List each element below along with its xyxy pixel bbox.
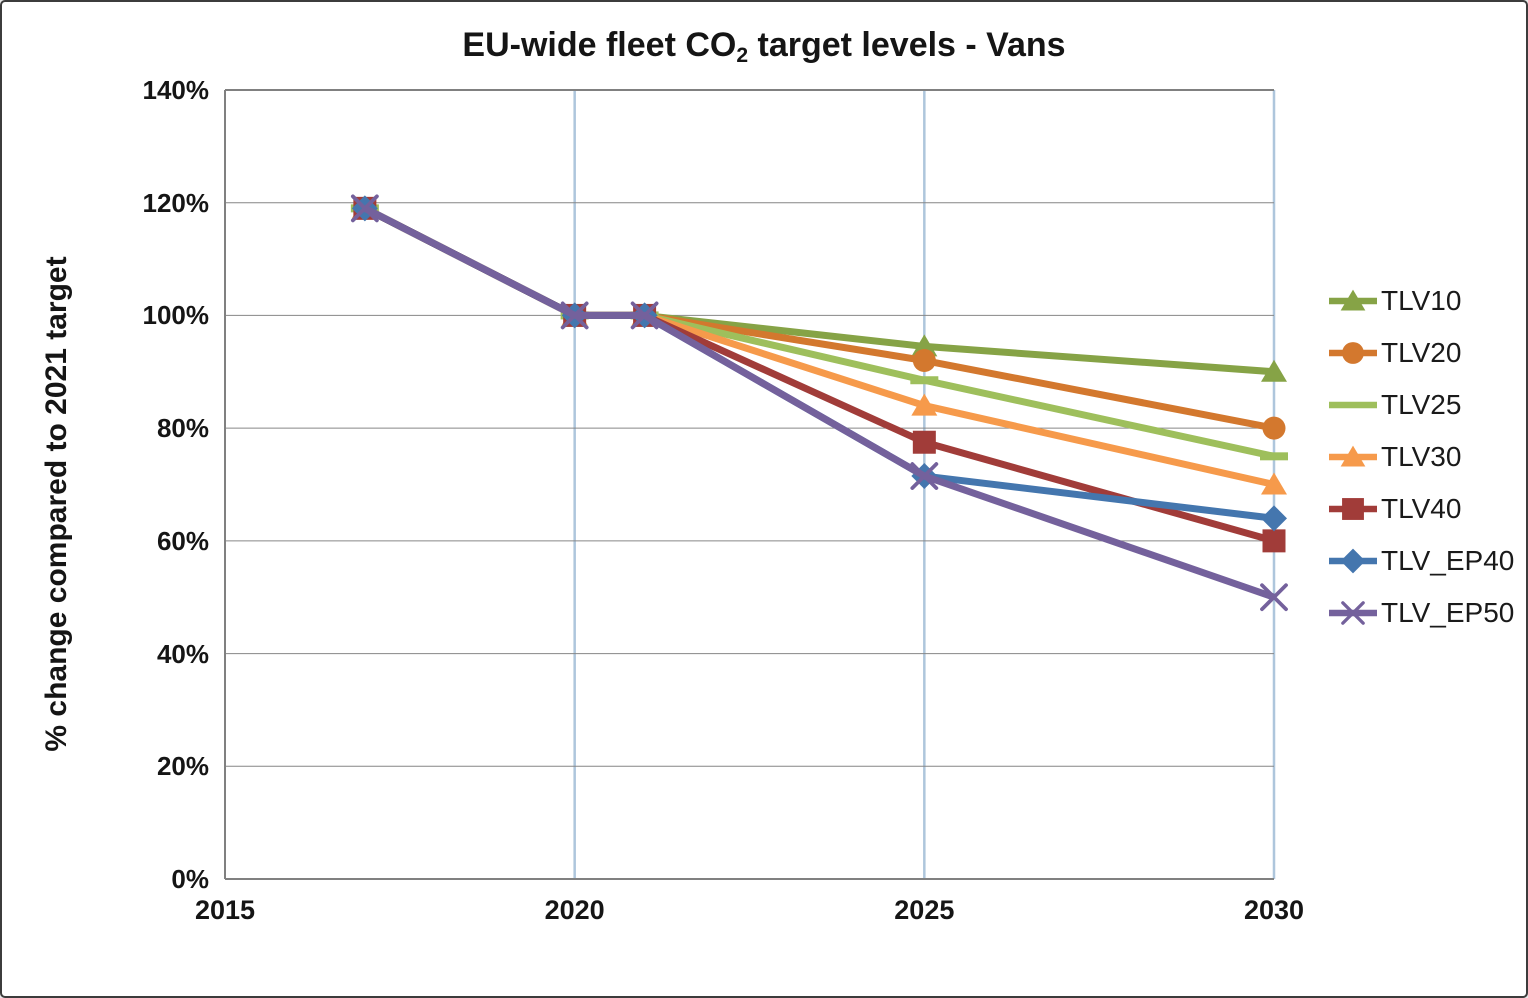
legend-item-label: TLV25 <box>1381 389 1462 420</box>
legend-item-label: TLV40 <box>1381 493 1462 524</box>
x-tick-label: 2020 <box>544 895 605 925</box>
series-TLV40-marker <box>912 430 936 454</box>
y-axis-title: % change compared to 2021 target <box>40 256 73 752</box>
x-tick-label: 2030 <box>1243 895 1305 925</box>
legend-triangle-icon <box>1329 289 1377 311</box>
series-TLV40-marker <box>1262 529 1286 553</box>
chart-title-subscript: 2 <box>736 44 749 67</box>
legend-item-TLV_EP50: TLV_EP50 <box>1329 595 1514 631</box>
series-TLV_EP50-marker <box>350 194 379 223</box>
y-tick-label: 80% <box>156 413 209 444</box>
series-TLV25-marker <box>910 376 939 385</box>
plot-area <box>224 89 1288 880</box>
series-TLV_EP40-marker <box>1261 505 1287 532</box>
series-TLV30-marker <box>1261 472 1287 495</box>
legend-circle-icon <box>1329 342 1377 364</box>
series-TLV30-marker <box>911 393 938 416</box>
legend-item-TLV25: TLV25 <box>1329 387 1461 423</box>
legend-item-TLV30: TLV30 <box>1329 439 1461 475</box>
legend-item-TLV40: TLV40 <box>1329 491 1461 527</box>
chart-title: EU-wide fleet CO2 target levels - Vans <box>2 26 1526 68</box>
series-TLV_EP50-marker <box>560 301 589 330</box>
y-tick-label: 100% <box>142 300 210 331</box>
series-TLV20-marker <box>912 349 936 373</box>
x-tick-label: 2025 <box>894 895 955 925</box>
legend-dash-icon <box>1329 401 1377 409</box>
legend-diamond-icon <box>1329 548 1377 574</box>
legend-item-TLV_EP40: TLV_EP40 <box>1329 543 1514 579</box>
y-tick-label: 0% <box>171 864 209 894</box>
series-TLV_EP50-marker <box>1260 583 1288 612</box>
chart-title-text: EU-wide fleet CO <box>462 26 737 64</box>
legend-item-TLV10: TLV10 <box>1329 283 1461 319</box>
x-tick-label: 2015 <box>194 895 256 925</box>
series-TLV_EP50-marker <box>630 301 659 330</box>
legend-square-icon <box>1329 498 1377 520</box>
series-TLV20-marker <box>1262 416 1286 440</box>
legend-item-label: TLV_EP50 <box>1381 597 1515 628</box>
y-tick-label: 120% <box>142 187 210 218</box>
y-tick-label: 40% <box>156 638 209 669</box>
series-TLV_EP50-marker <box>910 462 939 490</box>
legend-item-label: TLV30 <box>1381 441 1462 472</box>
y-tick-label: 60% <box>156 525 209 556</box>
legend-item-label: TLV20 <box>1381 337 1462 368</box>
series-TLV10-marker <box>911 334 938 357</box>
y-tick-label: 20% <box>156 751 209 782</box>
legend-item-label: TLV_EP40 <box>1381 545 1515 576</box>
y-tick-label: 140% <box>142 75 210 105</box>
legend-triangle-icon <box>1329 445 1377 467</box>
legend-x-icon <box>1329 601 1377 625</box>
plot-svg <box>224 89 1288 880</box>
legend-item-label: TLV10 <box>1381 285 1462 316</box>
series-TLV10-line <box>363 205 1275 376</box>
chart-title-suffix: target levels - Vans <box>748 26 1066 64</box>
series-TLV25-marker <box>1260 452 1288 461</box>
legend-item-TLV20: TLV20 <box>1329 335 1461 371</box>
series-TLV10-marker <box>1261 359 1287 382</box>
